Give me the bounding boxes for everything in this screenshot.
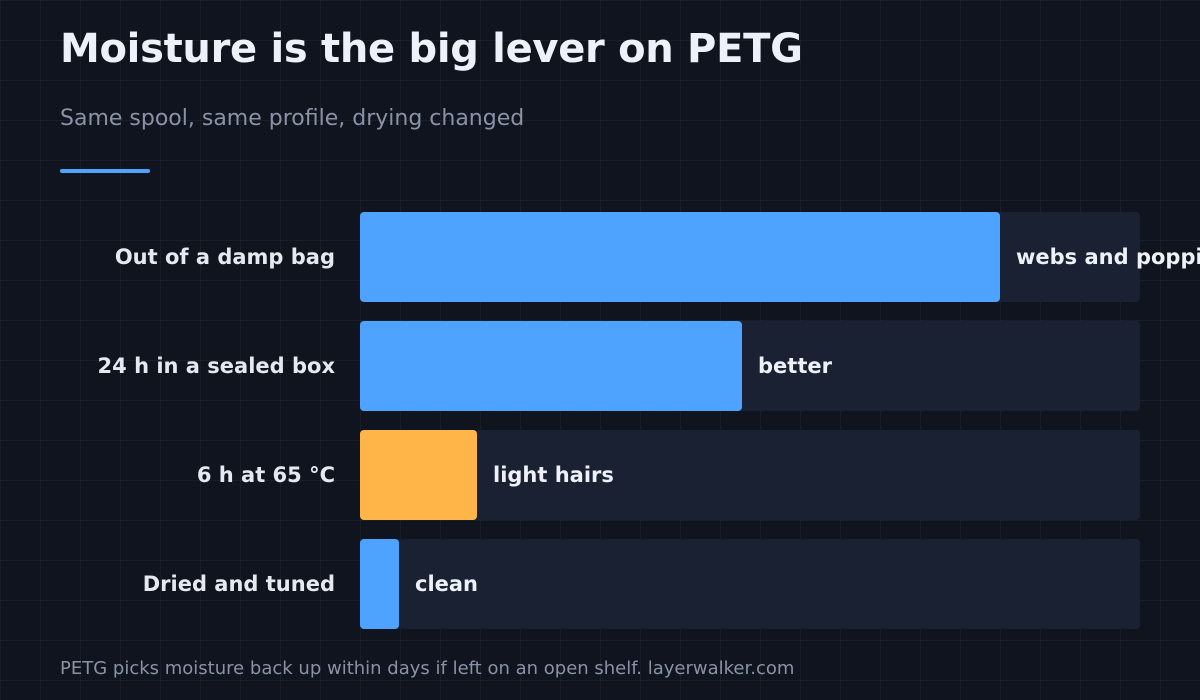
category-label: 6 h at 65 °C [196, 463, 335, 487]
bar [360, 212, 1000, 302]
accent-divider [60, 169, 150, 173]
bar-row: 6 h at 65 °C light hairs [0, 430, 1200, 520]
bar-row: Dried and tuned clean [0, 539, 1200, 629]
category-label: Out of a damp bag [114, 245, 335, 269]
bar-track [360, 539, 1140, 629]
bar [360, 430, 477, 520]
bar-value-label: light hairs [493, 463, 614, 487]
bar-row: 24 h in a sealed box better [0, 321, 1200, 411]
bar-track [360, 430, 1140, 520]
bar-value-label: webs and popping [1016, 245, 1200, 269]
category-label: 24 h in a sealed box [97, 354, 335, 378]
category-label: Dried and tuned [142, 572, 335, 596]
bar-row: Out of a damp bag webs and popping [0, 212, 1200, 302]
chart-subtitle: Same spool, same profile, drying changed [60, 106, 525, 131]
footnote: PETG picks moisture back up within days … [60, 658, 795, 679]
bar-value-label: better [758, 354, 832, 378]
bar [360, 539, 399, 629]
chart-title: Moisture is the big lever on PETG [60, 26, 803, 72]
bar-value-label: clean [415, 572, 479, 596]
bar [360, 321, 742, 411]
